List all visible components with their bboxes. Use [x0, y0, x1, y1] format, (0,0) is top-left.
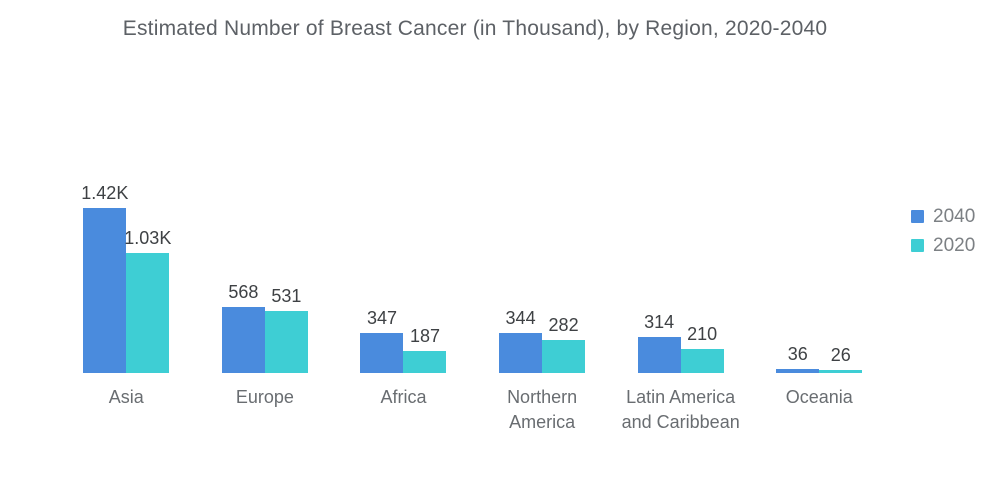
x-cell-northern-america: Northern America	[473, 373, 612, 435]
plot-area: 1.42K 1.03K 568 531 347 187 344 282 314 210 36 26 A…	[57, 0, 889, 435]
bar-column-2040-europe: 568	[221, 282, 265, 373]
legend-label-2020: 2020	[933, 235, 976, 256]
chart-title: Estimated Number of Breast Cancer (in Th…	[122, 17, 828, 40]
legend-swatch-2040-icon	[911, 210, 924, 223]
value-label-2040-asia: 1.42K	[81, 183, 129, 203]
legend: 2040 2020	[911, 207, 975, 265]
x-axis-labels: Asia Europe Africa Northern America Latin Am…	[57, 373, 889, 435]
bar-group-africa: 347 187	[334, 0, 473, 373]
bar-column-2020-europe: 531	[264, 286, 308, 373]
bar-column-2040-latin-america-and-caribbean: 314	[637, 311, 681, 373]
value-label-2020-latin-america-and-caribbean: 210	[687, 323, 718, 344]
bar-2020-europe[interactable]	[264, 311, 308, 373]
bar-2040-northern-america[interactable]	[499, 333, 543, 373]
legend-item-2040[interactable]: 2040	[911, 207, 975, 226]
bar-2040-asia[interactable]	[83, 208, 127, 373]
value-label-2040-oceania: 36	[787, 343, 808, 364]
legend-label-2040: 2040	[933, 206, 976, 227]
x-cell-asia: Asia	[57, 373, 196, 435]
bar-column-2040-africa: 347	[360, 307, 404, 373]
category-label-latin-america-and-caribbean: Latin America and Caribbean	[621, 387, 740, 432]
bar-2020-northern-america[interactable]	[542, 340, 586, 373]
category-label-asia: Asia	[108, 387, 144, 407]
bar-column-2040-asia: 1.42K	[81, 183, 129, 373]
bar-column-2020-latin-america-and-caribbean: 210	[680, 323, 724, 373]
bar-2040-latin-america-and-caribbean[interactable]	[637, 336, 681, 373]
legend-item-2020[interactable]: 2020	[911, 236, 975, 255]
bar-2020-latin-america-and-caribbean[interactable]	[680, 348, 724, 373]
bar-2040-europe[interactable]	[221, 307, 265, 373]
bar-group-europe: 568 531	[196, 0, 335, 373]
bar-groups: 1.42K 1.03K 568 531 347 187 344 282 314 210 36 26	[57, 0, 889, 373]
bar-group-oceania: 36 26	[750, 0, 889, 373]
bar-2020-africa[interactable]	[403, 351, 447, 373]
bar-group-latin-america-and-caribbean: 314 210	[611, 0, 750, 373]
value-label-2040-europe: 568	[228, 282, 259, 302]
legend-swatch-2020-icon	[911, 239, 924, 252]
value-label-2040-africa: 347	[366, 307, 397, 328]
bar-2020-asia[interactable]	[126, 253, 170, 373]
bar-column-2020-africa: 187	[403, 326, 447, 373]
category-label-northern-america: Northern America	[507, 387, 578, 432]
bar-group-asia: 1.42K 1.03K	[57, 0, 196, 373]
bar-column-2020-northern-america: 282	[542, 315, 586, 373]
bar-2040-oceania[interactable]	[776, 368, 820, 373]
value-label-2020-northern-america: 282	[548, 315, 579, 336]
bar-column-2020-asia: 1.03K	[124, 228, 172, 373]
category-label-oceania: Oceania	[785, 387, 853, 407]
bar-group-northern-america: 344 282	[473, 0, 612, 373]
bar-column-2040-northern-america: 344	[499, 308, 543, 373]
value-label-2020-asia: 1.03K	[124, 228, 172, 249]
value-label-2020-europe: 531	[271, 286, 302, 307]
bar-column-2020-oceania: 26	[819, 345, 863, 373]
x-cell-oceania: Oceania	[750, 373, 889, 435]
value-label-2020-africa: 187	[409, 326, 440, 347]
x-cell-latin-america-and-caribbean: Latin America and Caribbean	[611, 373, 750, 435]
bar-2040-africa[interactable]	[360, 332, 404, 373]
value-label-2040-northern-america: 344	[505, 308, 536, 328]
category-label-europe: Europe	[235, 387, 294, 407]
bar-2020-oceania[interactable]	[819, 370, 863, 373]
x-cell-europe: Europe	[196, 373, 335, 435]
x-cell-africa: Africa	[334, 373, 473, 435]
value-label-2020-oceania: 26	[830, 345, 851, 365]
bar-column-2040-oceania: 36	[776, 343, 820, 373]
value-label-2040-latin-america-and-caribbean: 314	[644, 311, 675, 332]
category-label-africa: Africa	[380, 387, 427, 407]
